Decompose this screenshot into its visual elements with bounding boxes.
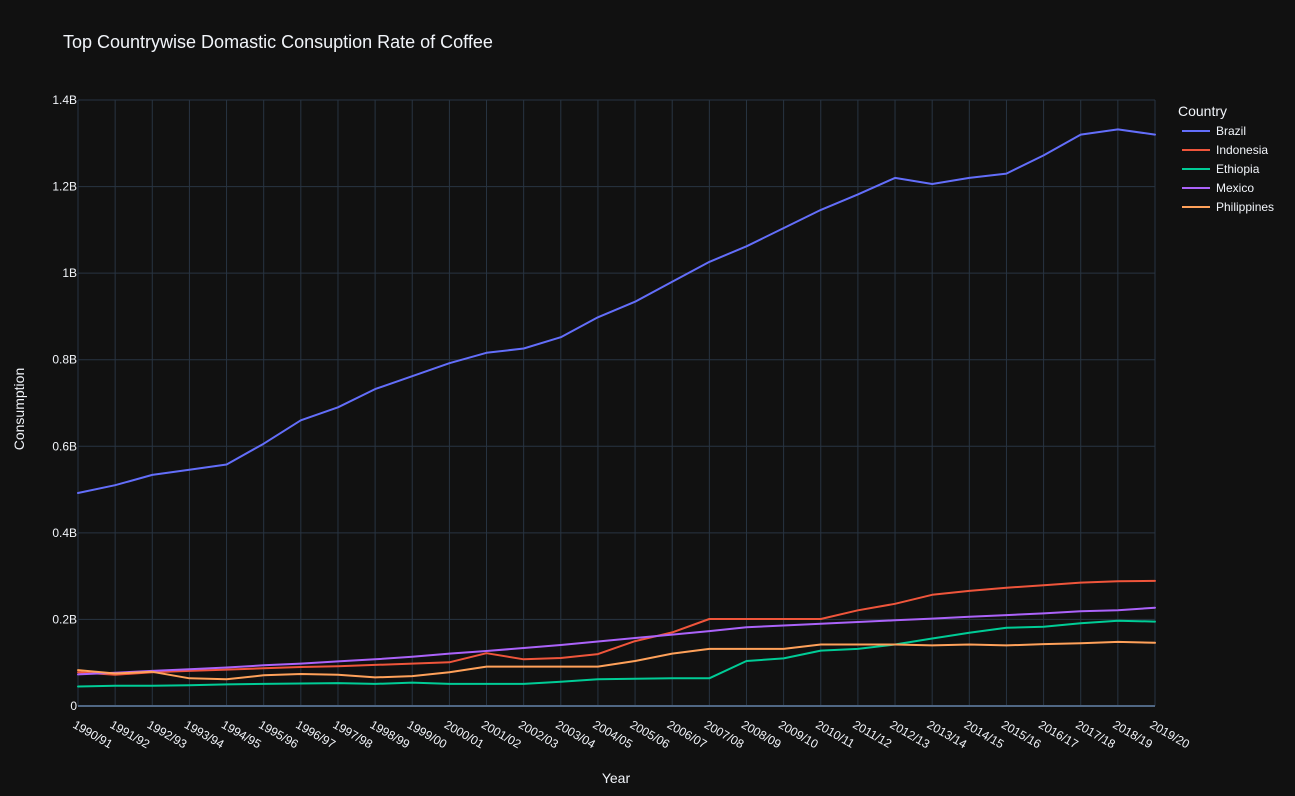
series-line-ethiopia[interactable]: [77, 619, 1156, 688]
y-tick-label: 0.8B: [52, 353, 77, 367]
y-axis-title: Consumption: [11, 368, 27, 451]
legend-item-brazil[interactable]: Brazil: [1182, 124, 1246, 138]
legend-item-mexico[interactable]: Mexico: [1182, 181, 1254, 195]
y-tick-label: 0.6B: [52, 439, 77, 453]
y-tick-label: 1.2B: [52, 180, 77, 194]
legend-label: Mexico: [1216, 181, 1254, 195]
chart-title: Top Countrywise Domastic Consuption Rate…: [63, 32, 493, 52]
legend[interactable]: Country Brazil Indonesia Ethiopia Mexico Phi…: [1178, 103, 1274, 214]
grid-layer: [77, 99, 1156, 707]
series-line-philippines[interactable]: [77, 640, 1156, 681]
legend-label: Philippines: [1216, 200, 1274, 214]
series-layer: [77, 128, 1156, 688]
legend-item-indonesia[interactable]: Indonesia: [1182, 143, 1268, 157]
legend-label: Brazil: [1216, 124, 1246, 138]
series-line-mexico[interactable]: [77, 606, 1156, 676]
y-tick-label: 1.4B: [52, 93, 77, 107]
legend-item-philippines[interactable]: Philippines: [1182, 200, 1274, 214]
legend-title: Country: [1178, 103, 1227, 119]
x-axis-title: Year: [602, 770, 631, 786]
y-tick-label: 0.4B: [52, 526, 77, 540]
y-tick-label: 1B: [62, 266, 77, 280]
y-tick-label: 0: [70, 699, 77, 713]
series-line-indonesia[interactable]: [77, 579, 1156, 676]
y-tick-label: 0.2B: [52, 612, 77, 626]
y-axis-ticks: 0 0.2B 0.4B 0.6B 0.8B 1B 1.2B 1.4B: [52, 93, 77, 713]
legend-item-ethiopia[interactable]: Ethiopia: [1182, 162, 1260, 176]
legend-label: Ethiopia: [1216, 162, 1260, 176]
series-line-brazil[interactable]: [77, 128, 1156, 494]
legend-label: Indonesia: [1216, 143, 1268, 157]
